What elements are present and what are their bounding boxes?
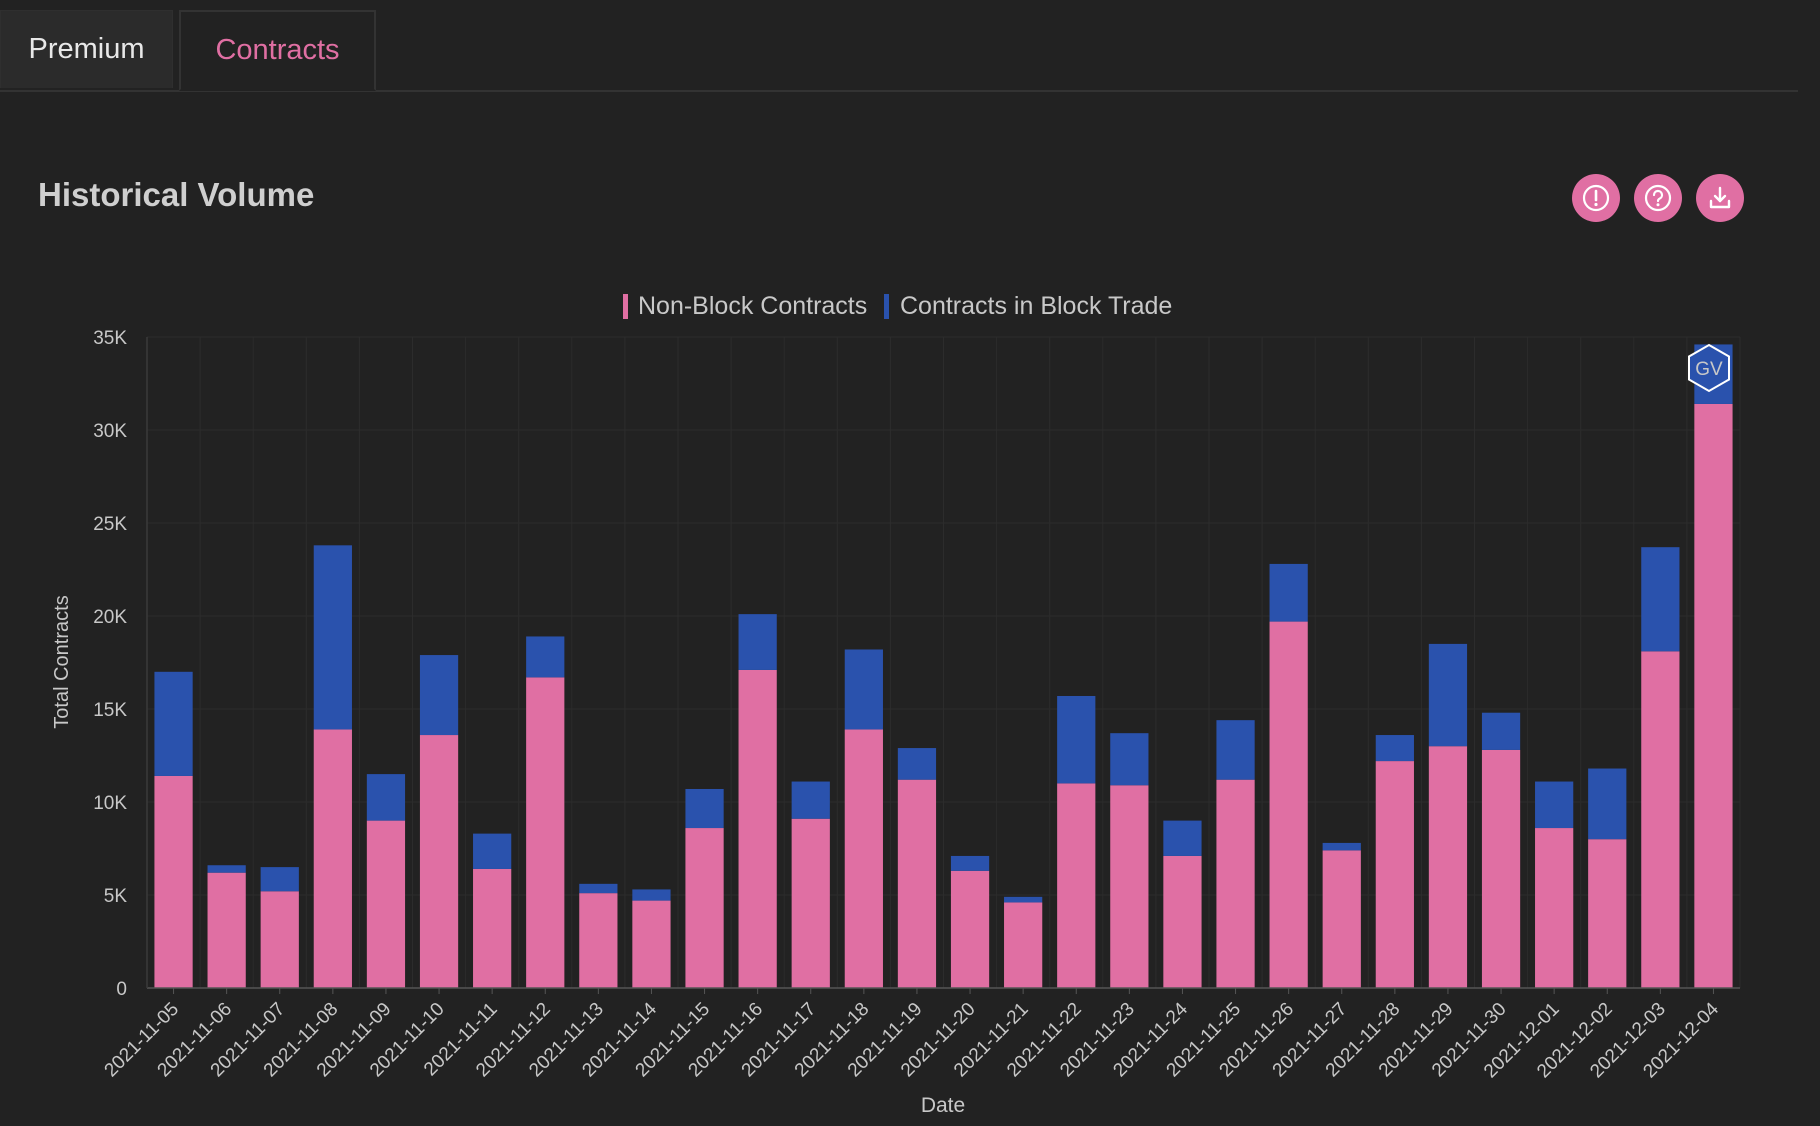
bar-block[interactable] [1163,820,1202,856]
bar-non-block[interactable] [154,775,193,988]
bar-non-block[interactable] [1269,621,1308,988]
bar-non-block[interactable] [1216,779,1255,988]
bar-non-block[interactable] [685,828,724,988]
bar-non-block[interactable] [738,669,777,988]
legend-swatch-block [884,294,889,319]
help-button[interactable] [1634,174,1682,222]
bar-block[interactable] [1428,643,1468,747]
bar-block[interactable] [1322,842,1361,851]
bar-non-block[interactable] [1481,749,1521,988]
chart-grid [146,336,1741,989]
y-tick-label: 10K [93,793,127,814]
alert-circle-icon [1582,184,1610,212]
bar-non-block[interactable] [1322,850,1361,988]
tab-contracts[interactable]: Contracts [179,10,376,91]
bar-non-block[interactable] [1110,785,1149,988]
bar-non-block[interactable] [207,872,246,988]
bar-block[interactable] [1057,695,1096,784]
bar-non-block[interactable] [844,729,883,988]
bar-block[interactable] [579,883,618,894]
y-tick-label: 20K [93,607,127,628]
bar-non-block[interactable] [579,893,618,988]
bar-block[interactable] [1481,712,1521,750]
x-axis-title: Date [921,1094,965,1117]
historical-volume-chart: 05K10K15K20K25K30K35K2021-11-052021-11-0… [51,292,1741,1117]
bar-block[interactable] [419,655,459,736]
section-title: Historical Volume [38,176,315,213]
bar-non-block[interactable] [526,677,565,988]
y-axis-title: Total Contracts [51,595,73,728]
bar-non-block[interactable] [260,891,299,988]
bar-block[interactable] [1535,781,1574,829]
bar-non-block[interactable] [366,820,406,988]
bar-block[interactable] [260,867,299,892]
download-button[interactable] [1696,174,1744,222]
bar-block[interactable] [791,781,830,819]
bar-block[interactable] [1269,563,1308,622]
bar-block[interactable] [950,855,990,871]
tab-bar: Premium Contracts [0,0,1798,92]
y-tick-label: 15K [93,700,127,721]
bar-block[interactable] [207,865,246,873]
bar-non-block[interactable] [1588,839,1627,988]
bar-block[interactable] [473,833,512,869]
bar-non-block[interactable] [791,818,830,988]
y-tick-label: 35K [93,328,127,349]
bar-block[interactable] [1375,735,1414,762]
bar-non-block[interactable] [1004,902,1043,988]
bar-block[interactable] [1110,733,1149,786]
bar-block[interactable] [313,545,352,730]
bar-non-block[interactable] [1535,828,1574,988]
bar-non-block[interactable] [1641,651,1680,988]
bar-block[interactable] [154,671,193,776]
bar-block[interactable] [526,636,565,678]
watermark-text: GV [1695,359,1723,380]
bar-block[interactable] [738,614,777,670]
y-tick-label: 30K [93,421,127,442]
download-icon [1709,186,1731,209]
y-tick-label: 5K [104,886,128,907]
tab-premium[interactable]: Premium [0,10,173,88]
bar-block[interactable] [1216,720,1255,780]
bar-block[interactable] [1588,768,1627,840]
bar-non-block[interactable] [950,870,990,988]
bar-non-block[interactable] [473,868,512,988]
bar-non-block[interactable] [1375,761,1414,988]
legend-label-block: Contracts in Block Trade [900,292,1172,320]
chart-legend: Non-Block Contracts Contracts in Block T… [623,292,1172,320]
info-button[interactable] [1572,174,1620,222]
bar-block[interactable] [366,774,406,821]
chart-bars [154,344,1733,989]
bar-non-block[interactable] [419,735,459,988]
bar-block[interactable] [685,788,724,829]
legend-label-non-block: Non-Block Contracts [638,292,867,320]
bar-block[interactable] [897,748,937,780]
bar-block[interactable] [1004,896,1043,903]
bar-non-block[interactable] [1428,746,1468,988]
bar-non-block[interactable] [897,779,937,988]
bar-non-block[interactable] [1694,403,1733,989]
gv-watermark: GV [1688,343,1730,393]
bar-non-block[interactable] [1163,855,1202,988]
bar-non-block[interactable] [313,729,352,988]
bar-block[interactable] [632,889,671,901]
y-tick-label: 0 [116,979,127,1000]
legend-swatch-non-block [623,294,628,319]
bar-block[interactable] [844,649,883,730]
bar-non-block[interactable] [632,900,671,988]
y-tick-label: 25K [93,514,127,535]
bar-non-block[interactable] [1057,783,1096,988]
help-circle-icon [1644,184,1672,212]
bar-block[interactable] [1641,547,1680,652]
